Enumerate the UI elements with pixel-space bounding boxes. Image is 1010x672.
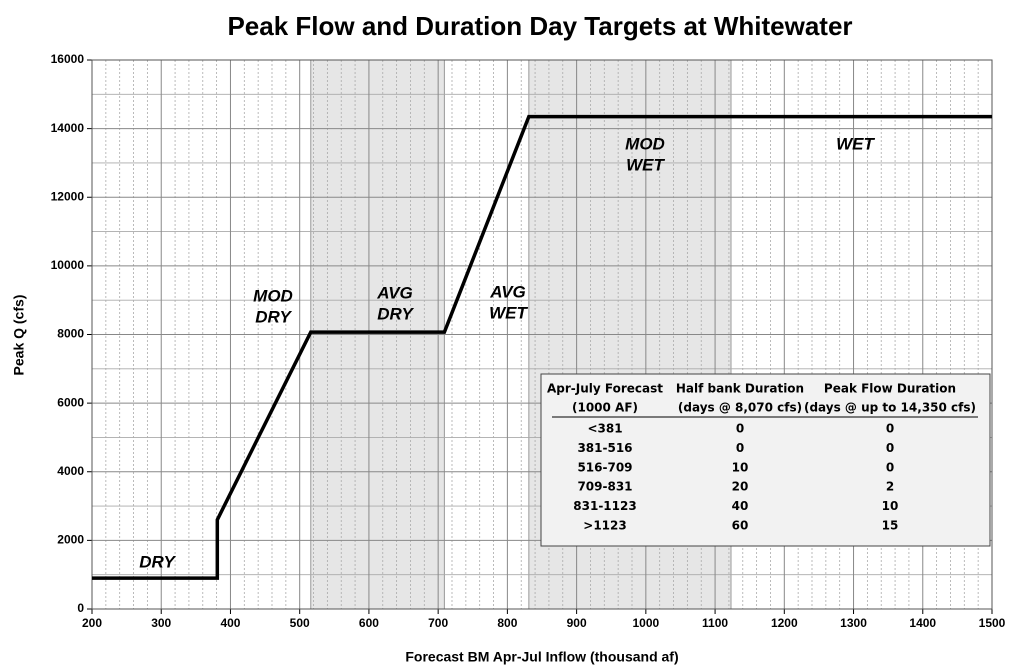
y-tick-label: 4000 (57, 464, 84, 478)
y-tick-label: 10000 (51, 258, 85, 272)
table-cell: 15 (882, 519, 899, 533)
x-tick-label: 600 (359, 616, 379, 630)
x-tick-label: 500 (290, 616, 310, 630)
annotation: AVG (376, 283, 413, 302)
annotation: MOD (625, 134, 665, 153)
table-cell: <381 (587, 422, 622, 436)
x-tick-label: 300 (151, 616, 171, 630)
y-tick-label: 14000 (51, 121, 85, 135)
x-tick-label: 1200 (771, 616, 798, 630)
x-tick-label: 1400 (909, 616, 936, 630)
table-cell: 10 (882, 499, 899, 513)
table-cell: 0 (736, 422, 744, 436)
table-header: (days @ up to 14,350 cfs) (804, 401, 976, 415)
table-cell: 516-709 (577, 460, 632, 474)
table-header: (1000 AF) (572, 401, 638, 415)
x-axis-label: Forecast BM Apr-Jul Inflow (thousand af) (405, 649, 678, 665)
x-tick-label: 1300 (840, 616, 867, 630)
table-cell: 381-516 (577, 441, 632, 455)
y-tick-label: 8000 (57, 327, 84, 341)
plot-frame (91, 59, 993, 610)
x-tick-label: 800 (497, 616, 517, 630)
y-axis-label: Peak Q (cfs) (11, 295, 27, 376)
annotation: DRY (377, 304, 414, 323)
annotation: DRY (139, 552, 176, 571)
x-tick-label: 1100 (702, 616, 728, 630)
x-tick-label: 900 (567, 616, 587, 630)
table-cell: 2 (886, 480, 894, 494)
x-tick-label: 1500 (979, 616, 1006, 630)
table-box (540, 373, 991, 547)
x-tick-label: 200 (82, 616, 102, 630)
table-cell: 0 (886, 441, 894, 455)
table-header: Peak Flow Duration (824, 382, 956, 396)
y-tick-label: 16000 (51, 52, 85, 66)
chart-title: Peak Flow and Duration Day Targets at Wh… (227, 11, 852, 41)
table-header: (days @ 8,070 cfs) (678, 401, 802, 415)
y-tick-label: 2000 (57, 533, 84, 547)
table-cell: 10 (732, 460, 749, 474)
y-tick-label: 6000 (57, 395, 84, 409)
line (92, 114, 992, 580)
table-cell: >1123 (583, 519, 626, 533)
annotation: WET (836, 134, 875, 153)
table-cell: 0 (886, 422, 894, 436)
x-tick-label: 400 (220, 616, 240, 630)
table-cell: 20 (732, 480, 749, 494)
x-tick-label: 1000 (632, 616, 659, 630)
table-cell: 831-1123 (573, 499, 636, 513)
table-header: Apr-July Forecast (547, 382, 663, 396)
annotation: AVG (489, 282, 526, 301)
table-cell: 40 (732, 499, 749, 513)
x-tick-label: 700 (428, 616, 448, 630)
annotation: MOD (253, 286, 293, 305)
table-cell: 0 (736, 441, 744, 455)
annotation: WET (489, 303, 528, 322)
table-cell: 0 (886, 460, 894, 474)
annotation: DRY (255, 307, 292, 326)
annotation: WET (626, 155, 665, 174)
y-tick-label: 12000 (51, 189, 85, 203)
table-header: Half bank Duration (676, 382, 804, 396)
table-cell: 60 (732, 519, 749, 533)
y-tick-label: 0 (77, 601, 84, 615)
table-cell: 709-831 (577, 480, 632, 494)
